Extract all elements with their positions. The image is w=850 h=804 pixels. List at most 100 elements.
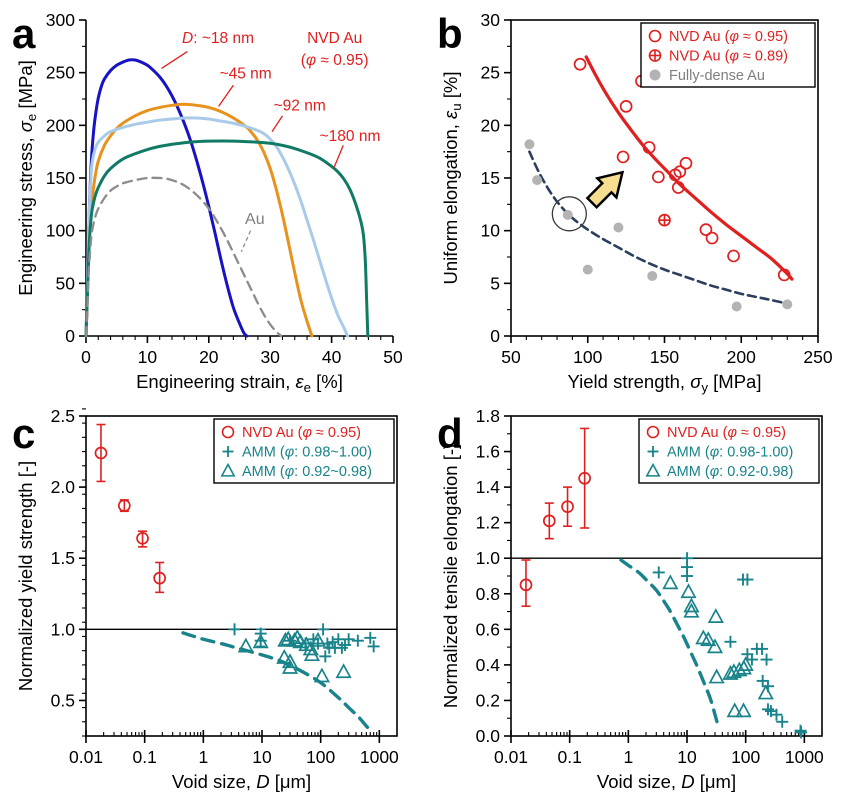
annotation: Au: [245, 211, 265, 228]
svg-text:0: 0: [65, 326, 75, 346]
panel-c-normalized-strength-chart: 0.01 0.1 1 10 100 1000 0.5 1.0 1.5 2.0 2.5 Void siz…: [12, 406, 399, 792]
series-nvd-au-phi-0-95-: [573, 57, 791, 282]
svg-text:NVD Au (φ ≈ 0.95): NVD Au (φ ≈ 0.95): [667, 425, 786, 441]
y-axis-label: Engineering stress, σe [MPa]: [15, 60, 39, 296]
svg-text:AMM (φ: 0.98~1.00): AMM (φ: 0.98~1.00): [242, 445, 372, 461]
svg-text:15: 15: [481, 168, 500, 188]
series-nvd-au-d-18-nm: [84, 58, 249, 338]
svg-text:AMM (φ: 0.98-1.00): AMM (φ: 0.98-1.00): [667, 445, 793, 461]
series-nvd-au-d-45-nm: [84, 102, 314, 338]
svg-text:150: 150: [46, 168, 75, 188]
svg-text:1000: 1000: [785, 747, 824, 767]
svg-text:20: 20: [199, 347, 219, 367]
svg-text:1: 1: [198, 747, 208, 767]
svg-text:1.0: 1.0: [51, 619, 76, 639]
series-amm-bound: [619, 558, 721, 731]
axes: 50 100 150 200 250 0 5 10 15 20 25 30 Yield strength…: [440, 10, 833, 395]
panel-b-elongation-vs-strength-chart: 50 100 150 200 250 0 5 10 15 20 25 30 Yield strength…: [437, 10, 833, 395]
series-nvd-au-phi-0-95-: [94, 423, 166, 594]
series-fully-dense-trend: [528, 150, 792, 306]
svg-text:1.0: 1.0: [476, 548, 501, 568]
annotation: D: ~18 nm: [182, 30, 254, 47]
series-nvd-au-d-180-nm: [84, 139, 370, 338]
y-axis-label: Uniform elongation, εu [%]: [440, 72, 464, 285]
x-axis-label: Engineering strain, εe [%]: [136, 371, 343, 395]
svg-text:NVD Au (φ ≈ 0.95): NVD Au (φ ≈ 0.95): [669, 29, 788, 45]
legend: NVD Au (φ ≈ 0.95) AMM (φ: 0.98-1.00) AMM (…: [638, 418, 820, 484]
annotation: ~45 nm: [220, 66, 272, 83]
svg-text:0: 0: [490, 326, 500, 346]
svg-text:100: 100: [573, 347, 602, 367]
svg-text:100: 100: [306, 747, 335, 767]
svg-text:0.01: 0.01: [494, 747, 528, 767]
svg-text:5: 5: [490, 273, 500, 293]
svg-text:10: 10: [481, 221, 501, 241]
svg-text:300: 300: [46, 10, 75, 30]
series-nvd-au-phi-0-95-: [519, 427, 591, 608]
svg-text:Fully-dense Au: Fully-dense Au: [669, 68, 765, 84]
svg-text:1: 1: [623, 747, 633, 767]
highlight-circle: [551, 196, 587, 232]
svg-text:10: 10: [252, 747, 272, 767]
series-nvd-au-trend: [584, 55, 794, 281]
svg-text:0.4: 0.4: [476, 655, 501, 675]
svg-text:2.0: 2.0: [51, 477, 76, 497]
x-axis-label: Void size, D [μm]: [597, 771, 736, 792]
svg-text:150: 150: [650, 347, 679, 367]
panel-letter: a: [12, 10, 36, 57]
leader-line: [240, 230, 252, 252]
panel-letter: c: [12, 410, 35, 457]
leader-line: [333, 145, 344, 168]
annotation: ~180 nm: [320, 128, 381, 145]
series-amm-phi-0-98-1-00-: [652, 552, 808, 739]
panel-a-stress-strain-chart: 0 10 20 30 40 50 0 50 100 150 200 250 300 Engineering…: [12, 10, 403, 395]
leader-line: [161, 51, 188, 69]
svg-text:0.2: 0.2: [476, 690, 500, 710]
svg-text:10: 10: [677, 747, 697, 767]
series-fully-dense-au: [524, 139, 793, 312]
annotation: (φ ≈ 0.95): [301, 52, 369, 69]
svg-text:100: 100: [46, 221, 75, 241]
block-arrow-icon: [585, 170, 625, 210]
legend: NVD Au (φ ≈ 0.95) NVD Au (φ ≈ 0.89) Fully-…: [640, 22, 816, 88]
svg-text:25: 25: [481, 63, 500, 83]
svg-text:200: 200: [46, 115, 75, 135]
svg-text:0.0: 0.0: [476, 726, 501, 746]
svg-text:200: 200: [727, 347, 756, 367]
svg-text:50: 50: [56, 273, 76, 293]
annotation: ~92 nm: [274, 97, 326, 114]
svg-text:NVD Au (φ ≈ 0.89): NVD Au (φ ≈ 0.89): [669, 49, 788, 65]
svg-text:1.8: 1.8: [476, 406, 500, 426]
svg-text:AMM (φ: 0.92~0.98): AMM (φ: 0.92~0.98): [242, 464, 372, 480]
svg-text:100: 100: [731, 747, 760, 767]
axes: 0.01 0.1 1 10 100 1000 0.5 1.0 1.5 2.0 2.5 Void siz…: [15, 406, 399, 792]
svg-text:0.8: 0.8: [476, 584, 500, 604]
svg-text:0.6: 0.6: [476, 619, 500, 639]
svg-text:1000: 1000: [360, 747, 399, 767]
svg-text:40: 40: [322, 347, 342, 367]
svg-text:20: 20: [481, 115, 501, 135]
series-amm-phi-0-92-0-98-: [662, 574, 774, 718]
annotation: NVD Au: [307, 30, 362, 47]
panel-d-normalized-elongation-chart: 0.01 0.1 1 10 100 1000 0.0 0.2 0.4 0.6 0.8 1.0 1.2 1.…: [437, 406, 824, 792]
svg-text:30: 30: [260, 347, 280, 367]
svg-text:2.5: 2.5: [51, 406, 75, 426]
svg-text:0: 0: [81, 347, 91, 367]
leader-line: [271, 115, 284, 133]
svg-text:1.6: 1.6: [476, 442, 500, 462]
svg-text:AMM (φ: 0.92-0.98): AMM (φ: 0.92-0.98): [667, 464, 793, 480]
series-nvd-au-phi-0-89-: [658, 213, 671, 227]
series-fully-dense-au: [84, 176, 283, 338]
svg-text:50: 50: [383, 347, 403, 367]
svg-text:0.01: 0.01: [69, 747, 103, 767]
y-axis-label: Normalized yield strength [-]: [15, 461, 36, 691]
x-axis-label: Void size, D [μm]: [172, 771, 311, 792]
svg-text:50: 50: [501, 347, 521, 367]
svg-text:1.2: 1.2: [476, 513, 500, 533]
legend: NVD Au (φ ≈ 0.95) AMM (φ: 0.98~1.00) AMM (…: [213, 418, 395, 484]
svg-text:1.4: 1.4: [476, 477, 501, 497]
svg-text:10: 10: [138, 347, 158, 367]
panel-letter: d: [437, 410, 463, 457]
svg-text:1.5: 1.5: [51, 548, 75, 568]
